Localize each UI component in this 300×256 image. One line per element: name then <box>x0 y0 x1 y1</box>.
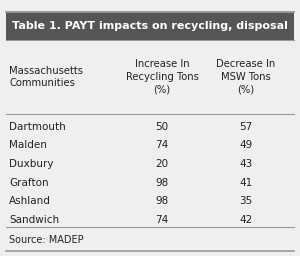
Text: Dartmouth: Dartmouth <box>9 122 66 132</box>
Text: 57: 57 <box>239 122 253 132</box>
Text: Massachusetts
Communities: Massachusetts Communities <box>9 66 83 88</box>
Text: 50: 50 <box>155 122 169 132</box>
Text: 74: 74 <box>155 215 169 225</box>
Text: 98: 98 <box>155 196 169 207</box>
Text: Table 1. PAYT impacts on recycling, disposal: Table 1. PAYT impacts on recycling, disp… <box>12 20 288 31</box>
Text: Duxbury: Duxbury <box>9 159 53 169</box>
Text: Ashland: Ashland <box>9 196 51 207</box>
Bar <box>6 12 294 40</box>
Text: 43: 43 <box>239 159 253 169</box>
Text: 49: 49 <box>239 140 253 151</box>
Text: Decrease In
MSW Tons
(%): Decrease In MSW Tons (%) <box>216 59 276 94</box>
Text: Malden: Malden <box>9 140 47 151</box>
Text: Sandwich: Sandwich <box>9 215 59 225</box>
Text: Increase In
Recycling Tons
(%): Increase In Recycling Tons (%) <box>126 59 198 94</box>
Text: 20: 20 <box>155 159 169 169</box>
Text: Grafton: Grafton <box>9 178 49 188</box>
Text: 74: 74 <box>155 140 169 151</box>
Text: 98: 98 <box>155 178 169 188</box>
Text: Source: MADEP: Source: MADEP <box>9 235 84 245</box>
Text: 41: 41 <box>239 178 253 188</box>
Text: 35: 35 <box>239 196 253 207</box>
Text: 42: 42 <box>239 215 253 225</box>
